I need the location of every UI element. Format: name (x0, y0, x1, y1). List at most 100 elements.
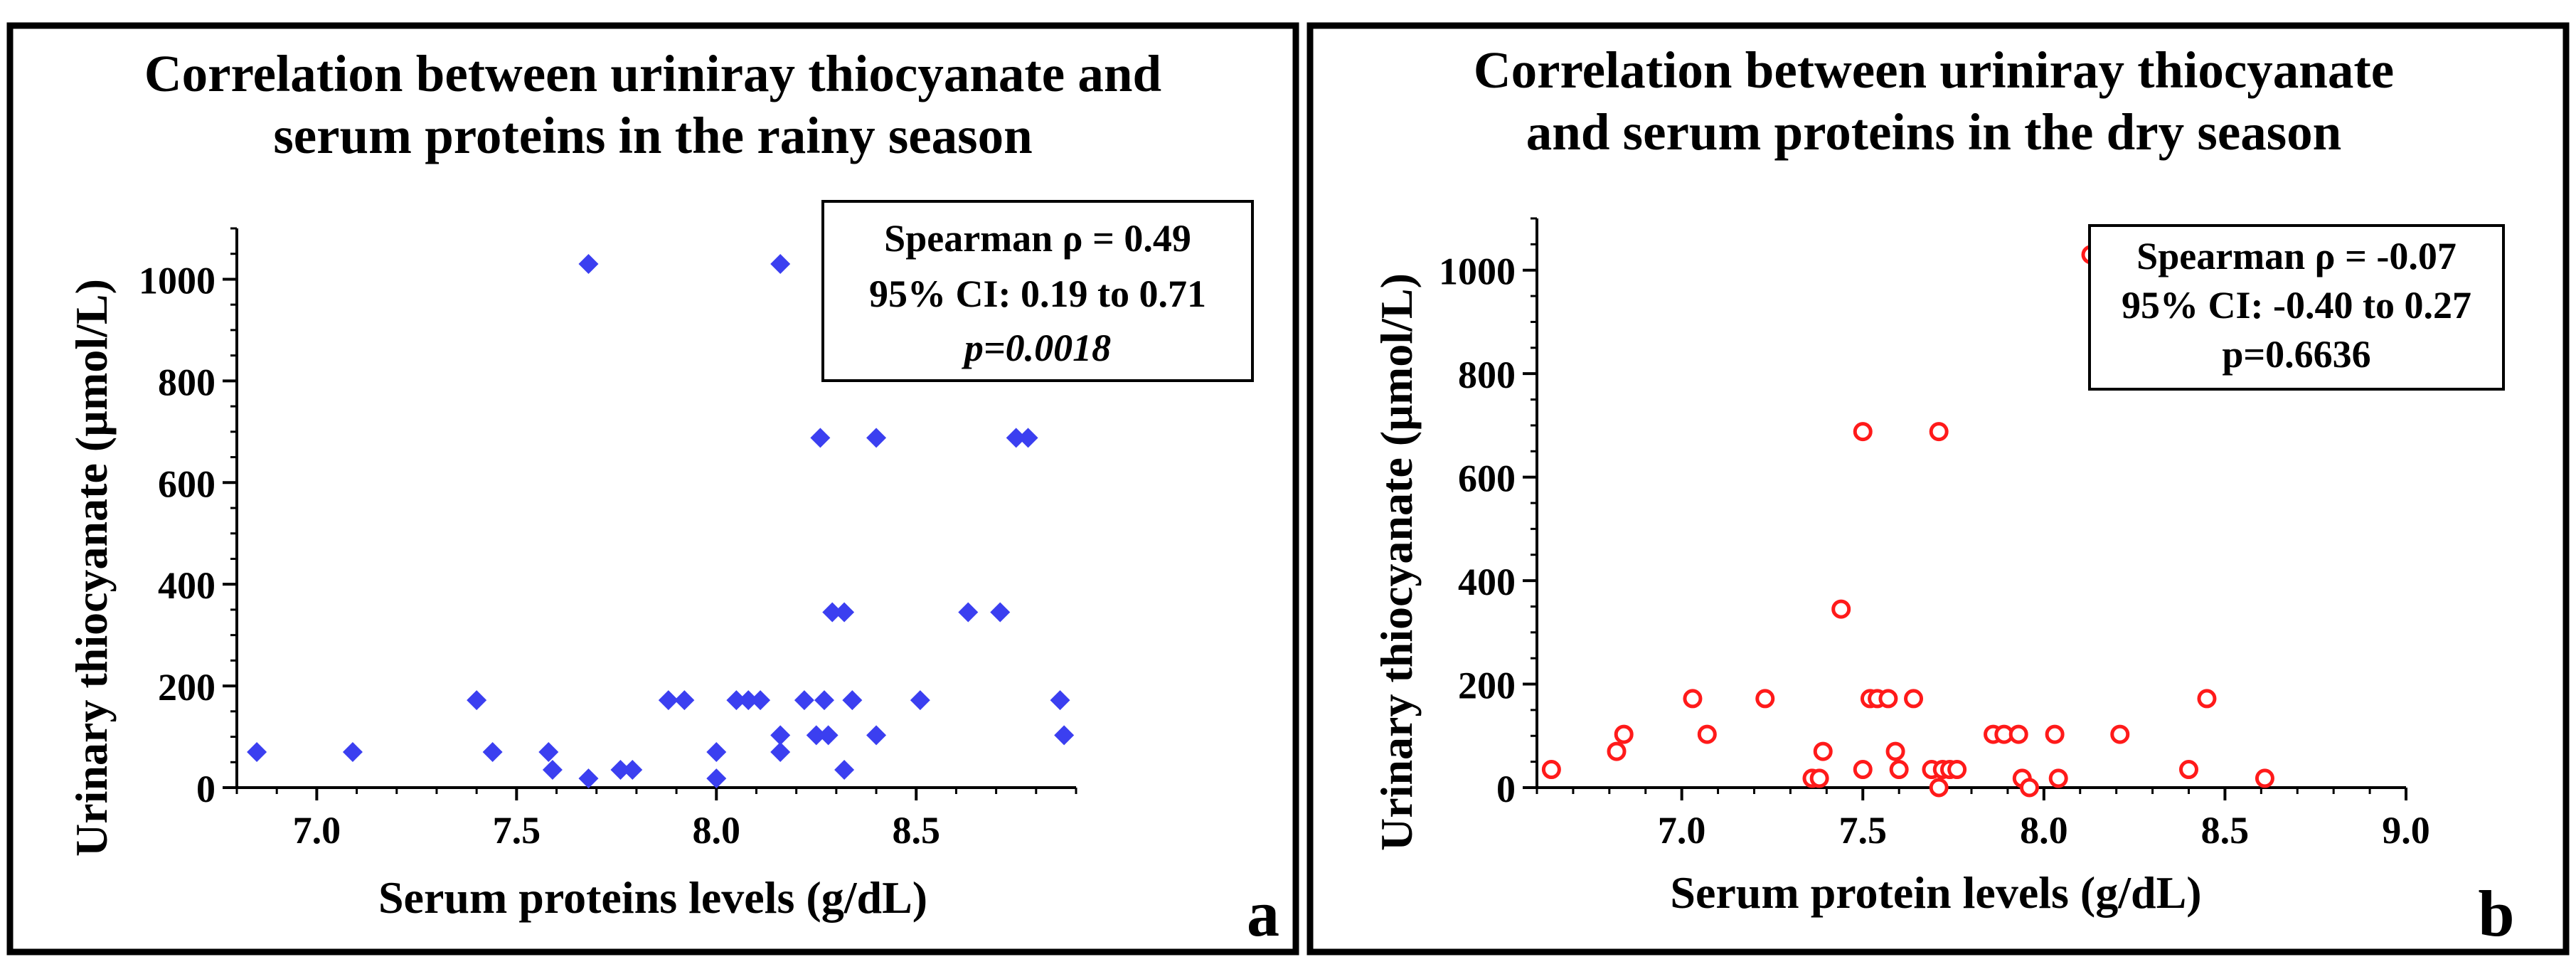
panel-b-x-tick-label: 9.0 (2382, 809, 2430, 852)
panel-a-data-point (770, 741, 791, 762)
panel-a-data-point (842, 690, 863, 711)
panel-a-data-point (1006, 428, 1026, 448)
panel-b-y-tick-label: 1000 (1439, 250, 1516, 293)
panel-a-y-tick-label: 600 (158, 462, 215, 505)
panel-a-data-point (910, 690, 930, 711)
panel-b-data-point (1683, 689, 1703, 709)
panel-a-plot: 0 200 400 600 800 1000 7.0 7.5 8.0 8.5 (139, 227, 1077, 852)
panel-a-data-point (810, 428, 831, 448)
panel-b-data-point (1947, 760, 1967, 780)
panel-b-data-point (1853, 422, 1873, 442)
panel-a-data-point (726, 690, 747, 711)
panel-a-y-tick-label: 800 (158, 361, 215, 403)
panel-a-x-tick-label: 7.0 (293, 809, 341, 852)
panel-b-x-tick-label: 7.0 (1658, 809, 1706, 852)
panel-a-data-point (814, 690, 834, 711)
panel-b-x-tick-label: 8.5 (2201, 809, 2250, 852)
panel-a: Correlation between uriniray thiocyanate… (6, 22, 1299, 956)
panel-a-data-point (467, 690, 487, 711)
panel-a-stats-line-2: 95% CI: 0.19 to 0.71 (869, 272, 1206, 315)
panel-a-data-point (990, 602, 1011, 623)
panel-b: Correlation between uriniray thiocyanate… (1306, 22, 2570, 956)
panel-a-x-tick-label: 7.5 (493, 809, 541, 852)
panel-a-stats-line-3: p=0.0018 (962, 327, 1111, 369)
panel-a-data-point (834, 602, 855, 623)
panel-a-data-point (818, 725, 839, 746)
panel-b-data-point (1929, 422, 1949, 442)
panel-a-data-point (770, 254, 791, 275)
panel-a-y-axis-label: Urinary thiocyanate (µmol/L) (66, 279, 117, 857)
panel-a-data-point (482, 741, 503, 762)
panel-a-data-point (866, 428, 887, 448)
panel-a-data-point (834, 759, 855, 780)
panel-a-data-point (578, 768, 599, 789)
panel-a-data-point (1050, 690, 1070, 711)
panel-b-frame (1306, 22, 2570, 956)
panel-b-data-point (1813, 741, 1833, 761)
panel-a-data-point (958, 602, 979, 623)
panel-b-data-point (1755, 689, 1775, 709)
panel-b-y-tick-label: 800 (1458, 354, 1516, 396)
panel-a-data-point (806, 725, 826, 746)
panel-a-data-point (542, 759, 563, 780)
panel-b-y-tick-label: 600 (1458, 457, 1516, 500)
panel-b-data-point (1885, 741, 1905, 761)
panel-a-title-line-2: serum proteins in the rainy season (273, 107, 1032, 164)
panel-a-data-point (866, 725, 887, 746)
panel-b-data-point (1831, 599, 1851, 619)
panel-a-data-point (750, 690, 771, 711)
panel-a-x-axis-label: Serum proteins levels (g/dL) (378, 872, 927, 923)
panel-a-stats-box (821, 200, 1254, 382)
panel-b-data-point (1809, 768, 1829, 788)
panel-b-data-point (2045, 724, 2065, 744)
panel-a-data-point (674, 690, 695, 711)
panel-a-y-tick-label: 0 (196, 768, 215, 810)
panel-a-data-point (706, 741, 727, 762)
panel-a-data-point (658, 690, 678, 711)
panel-b-data-point (1889, 760, 1909, 780)
panel-a-y-tick-label: 400 (158, 564, 215, 607)
panel-b-stats-box (2088, 224, 2505, 391)
panel-b-data-point (1541, 760, 1561, 780)
panel-a-data-point (1018, 428, 1038, 448)
panel-b-plot: 0 200 400 600 800 1000 7.0 7.5 8.0 8.5 9.0 (1439, 217, 2430, 852)
panel-a-frame (6, 22, 1299, 956)
panel-b-data-point (2008, 724, 2028, 744)
panel-a-data-point (247, 741, 267, 762)
panel-a-data-point (794, 690, 814, 711)
panel-a-x-tick-label: 8.5 (892, 809, 940, 852)
panel-a-data-point (538, 741, 559, 762)
panel-b-data-point (2110, 724, 2130, 744)
panel-b-data-point (1853, 760, 1873, 780)
panel-a-data-point (706, 768, 727, 789)
panel-b-x-tick-label: 7.5 (1839, 809, 1888, 852)
panel-b-stats-line-3: p=0.6636 (2222, 333, 2370, 376)
panel-a-y-tick-label: 200 (158, 666, 215, 709)
panel-a-title-line-1: Correlation between uriniray thiocyanate… (144, 45, 1161, 102)
panel-a-stats-line-1: Spearman ρ = 0.49 (884, 217, 1191, 260)
panel-b-data-point (2019, 778, 2039, 798)
panel-b-data-point (1878, 689, 1898, 709)
panel-a-data-point (822, 602, 843, 623)
panel-a-data-point (1054, 725, 1075, 746)
panel-b-stats-line-1: Spearman ρ = -0.07 (2136, 235, 2457, 277)
panel-a-letter: a (1247, 877, 1279, 950)
panel-b-title-line-1: Correlation between uriniray thiocyanate (1474, 41, 2394, 99)
panel-a-data-point (738, 690, 759, 711)
panel-b-stats-line-2: 95% CI: -0.40 to 0.27 (2122, 284, 2471, 327)
panel-b-data-point (2179, 760, 2198, 780)
panel-b-data-point (2048, 768, 2068, 788)
panel-b-y-axis-label: Urinary thiocyanate (µmol/L) (1371, 273, 1422, 851)
panel-b-letter: b (2478, 877, 2514, 950)
panel-a-data-point (342, 741, 363, 762)
panel-a-x-tick-label: 8.0 (693, 809, 741, 852)
panel-a-data-point (770, 725, 791, 746)
panel-a-data-point (610, 759, 631, 780)
panel-a-data-point (578, 254, 599, 275)
panel-b-data-point (1697, 724, 1717, 744)
panel-b-data-point (1904, 689, 1924, 709)
panel-b-data-point (2197, 689, 2217, 709)
panel-b-y-tick-label: 200 (1458, 665, 1516, 707)
panel-b-title-line-2: and serum proteins in the dry season (1526, 103, 2342, 161)
